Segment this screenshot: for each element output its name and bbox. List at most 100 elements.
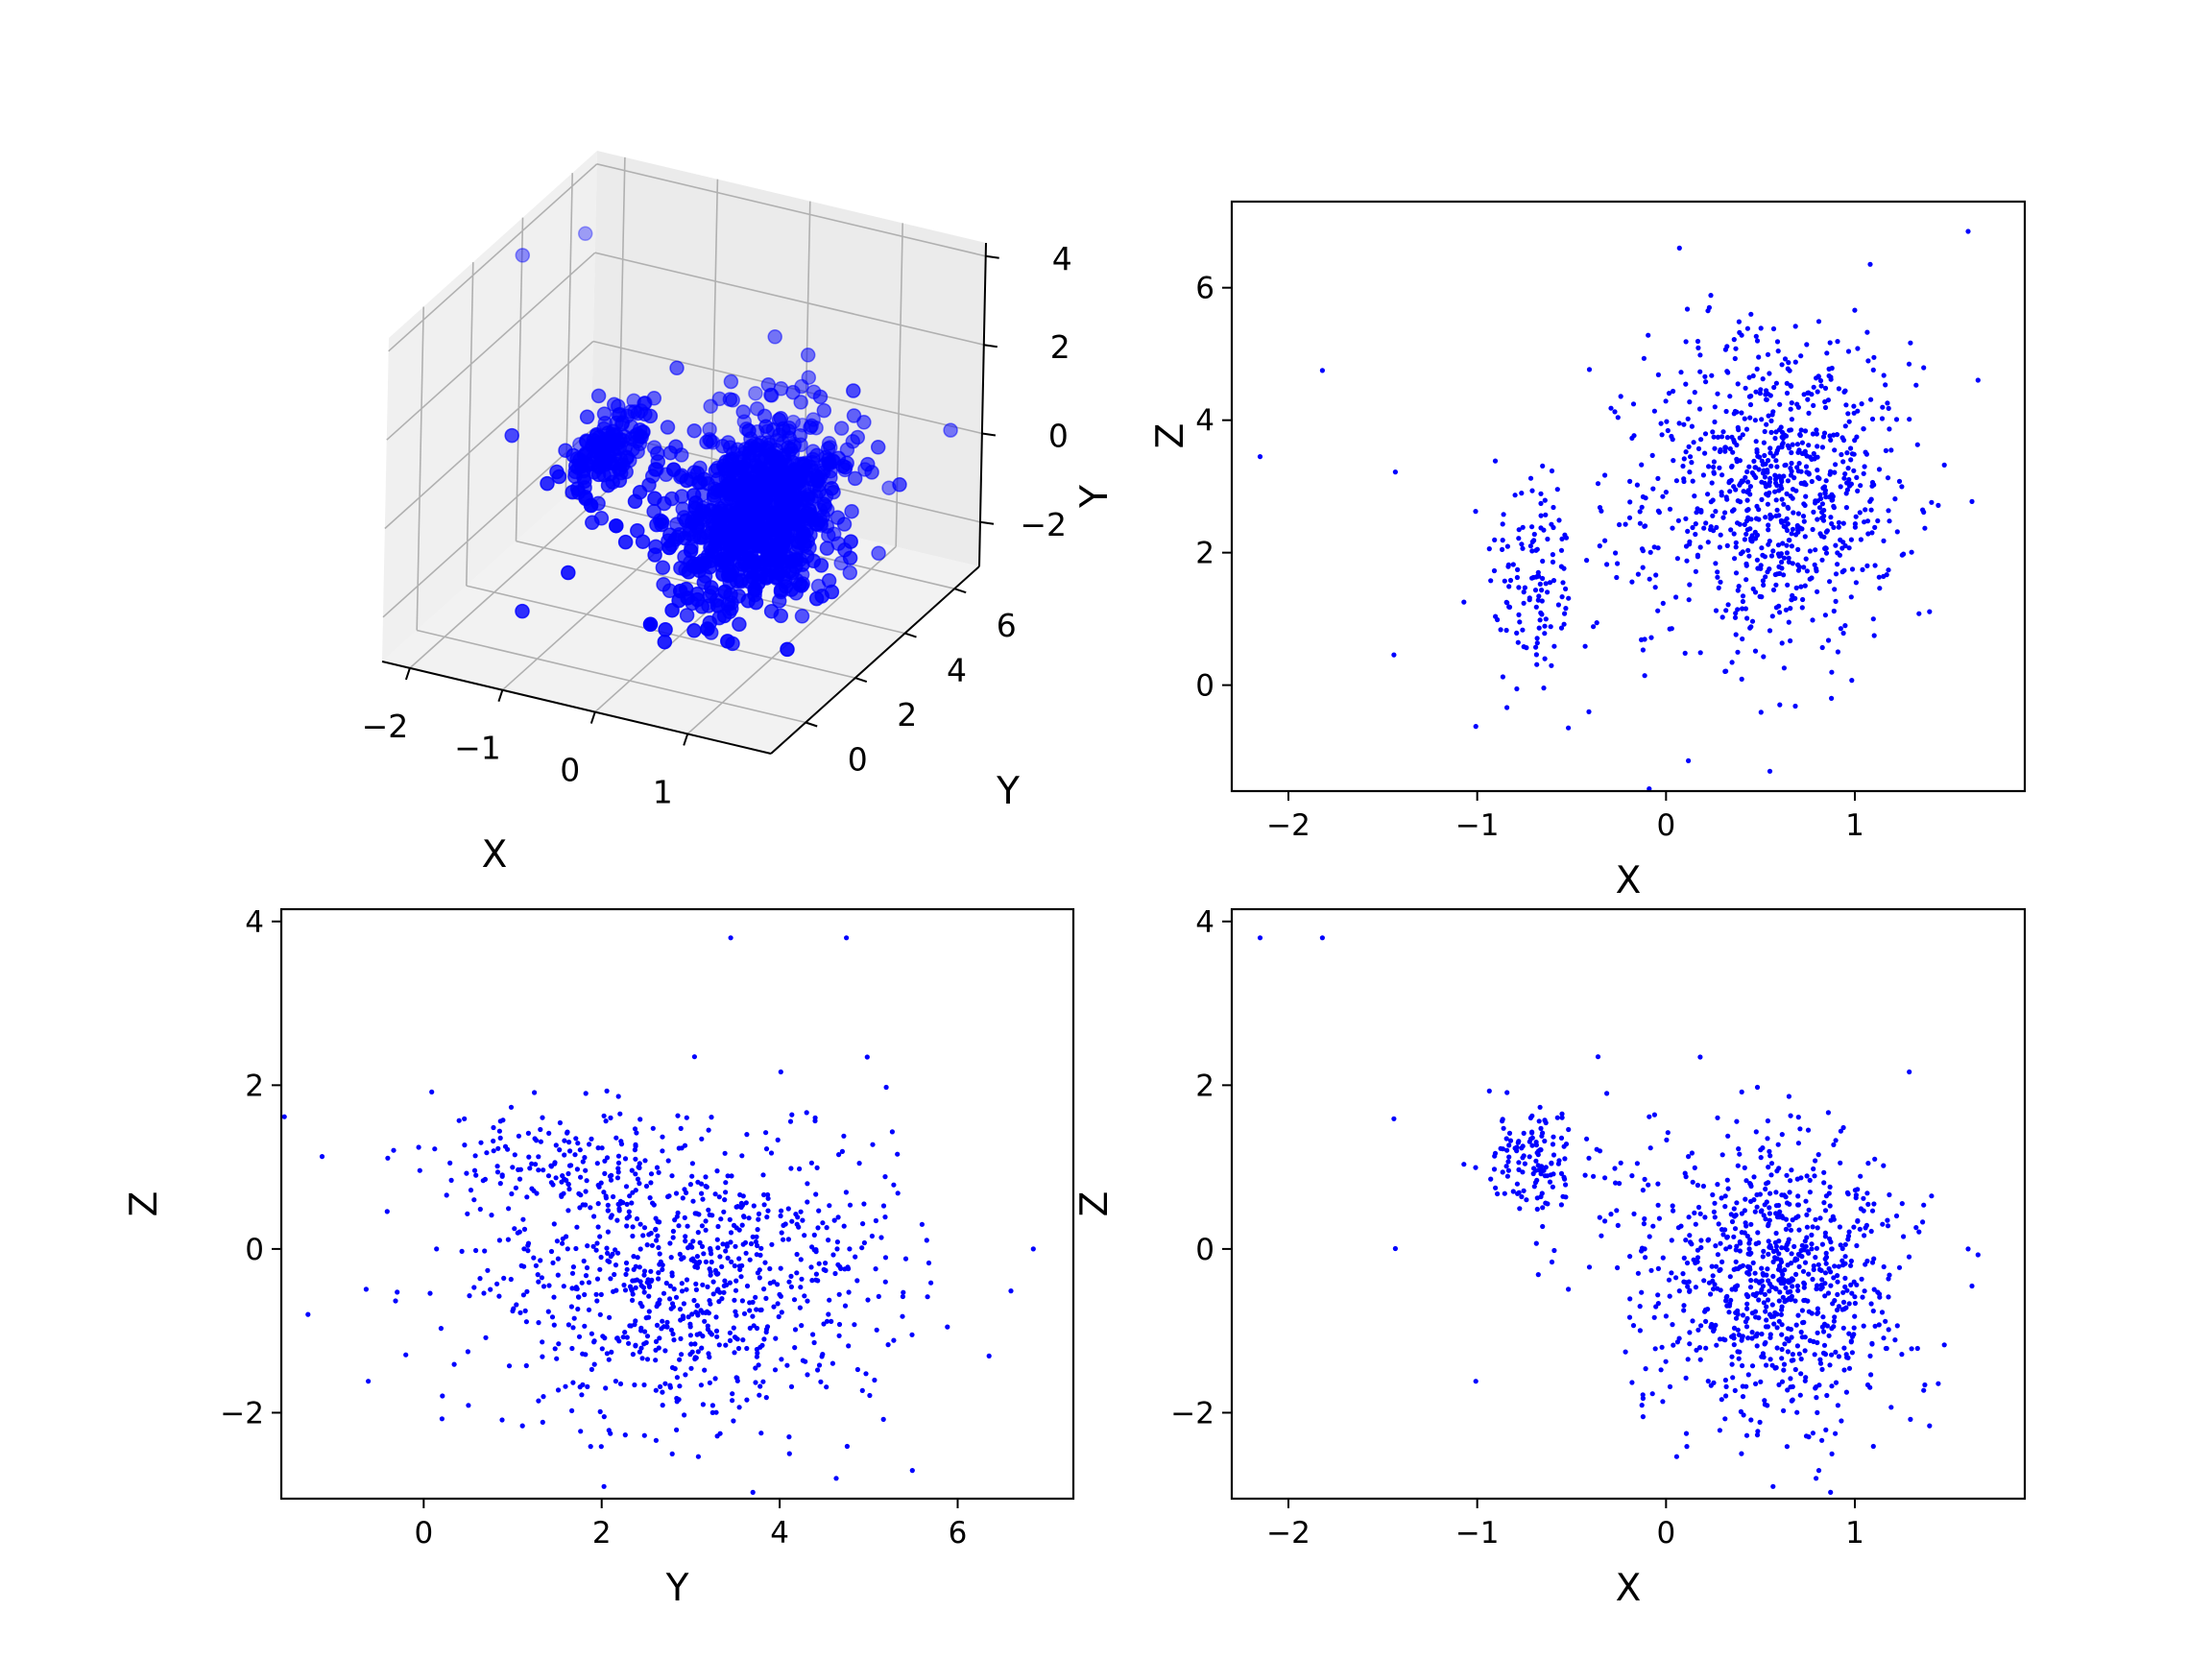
data-point bbox=[471, 1167, 478, 1173]
data-point bbox=[1774, 507, 1780, 513]
data-point bbox=[1737, 1248, 1743, 1254]
data-point bbox=[1830, 493, 1836, 499]
data-point bbox=[1655, 1301, 1661, 1307]
data-point bbox=[626, 1209, 632, 1214]
data-point bbox=[703, 1174, 709, 1180]
data-point bbox=[623, 1184, 630, 1190]
data-point bbox=[795, 1214, 801, 1220]
data-point bbox=[778, 1265, 783, 1271]
data-point bbox=[1529, 1135, 1535, 1141]
data-point bbox=[520, 1216, 526, 1222]
data-point bbox=[1537, 1147, 1543, 1153]
data-point bbox=[1687, 1233, 1693, 1238]
data-point bbox=[1835, 1403, 1840, 1408]
data-point bbox=[754, 1307, 759, 1312]
data-point bbox=[1880, 404, 1886, 410]
data-point bbox=[536, 1398, 541, 1404]
data-point bbox=[765, 1208, 771, 1214]
data-point bbox=[1713, 561, 1719, 566]
data-point bbox=[1845, 411, 1851, 417]
data-point bbox=[1693, 568, 1698, 574]
data-point bbox=[1743, 606, 1748, 612]
data-point bbox=[1819, 1277, 1825, 1283]
data-point bbox=[595, 1224, 601, 1230]
data-point bbox=[1753, 439, 1759, 445]
data-point bbox=[1647, 576, 1652, 582]
data-point bbox=[1860, 566, 1865, 573]
data-point-3d bbox=[679, 472, 695, 489]
data-point bbox=[637, 1349, 643, 1355]
data-point bbox=[602, 1170, 608, 1176]
data-point bbox=[643, 1183, 650, 1190]
data-point bbox=[1733, 1315, 1740, 1321]
data-point bbox=[816, 1208, 822, 1214]
data-point bbox=[512, 1226, 517, 1232]
data-point bbox=[1731, 1325, 1738, 1331]
data-point bbox=[1823, 494, 1829, 500]
data-point bbox=[733, 1278, 739, 1284]
data-point bbox=[1822, 1256, 1828, 1262]
data-point bbox=[672, 1366, 678, 1372]
data-point bbox=[1885, 400, 1890, 406]
data-point bbox=[1736, 1332, 1742, 1337]
data-point bbox=[565, 1208, 571, 1214]
data-point bbox=[1759, 496, 1765, 503]
data-point bbox=[491, 1148, 496, 1154]
data-point bbox=[1798, 1356, 1804, 1362]
data-point bbox=[882, 1174, 888, 1180]
data-point bbox=[846, 1289, 852, 1295]
data-point bbox=[721, 1209, 727, 1214]
data-point bbox=[1715, 1252, 1720, 1258]
data-point bbox=[841, 1223, 847, 1229]
data-point bbox=[763, 1295, 769, 1301]
data-point bbox=[1781, 665, 1787, 671]
data-point bbox=[1733, 1310, 1739, 1315]
data-point bbox=[1829, 365, 1835, 372]
data-point bbox=[1831, 524, 1837, 531]
data-point bbox=[1556, 517, 1562, 523]
data-point bbox=[799, 1323, 805, 1329]
data-point bbox=[591, 1214, 597, 1219]
data-point bbox=[545, 1173, 552, 1179]
data-point bbox=[674, 1375, 681, 1381]
data-point bbox=[571, 1315, 577, 1321]
data-point bbox=[1715, 1115, 1720, 1120]
data-point bbox=[754, 1234, 759, 1239]
data-point bbox=[653, 1387, 659, 1393]
data-point bbox=[785, 1206, 791, 1212]
data-point bbox=[1848, 1282, 1854, 1287]
data-point bbox=[693, 1355, 699, 1360]
data-point bbox=[691, 1054, 698, 1060]
data-point bbox=[1695, 552, 1700, 558]
data-point bbox=[564, 1234, 569, 1239]
data-point bbox=[1731, 1335, 1737, 1341]
data-point bbox=[1655, 608, 1661, 613]
data-point-3d bbox=[696, 471, 712, 487]
data-point bbox=[1831, 1324, 1837, 1330]
data-point-3d bbox=[700, 621, 715, 637]
data-point bbox=[1758, 1289, 1764, 1295]
data-point bbox=[1779, 362, 1785, 368]
data-point bbox=[1702, 1309, 1708, 1314]
z-tick-label: 0 bbox=[1048, 418, 1069, 455]
data-point bbox=[1655, 1265, 1661, 1271]
data-point bbox=[1761, 1248, 1767, 1254]
data-point bbox=[1852, 438, 1858, 444]
data-point bbox=[1522, 585, 1527, 590]
data-point bbox=[1713, 509, 1719, 515]
data-point bbox=[668, 1255, 674, 1261]
data-point bbox=[878, 1235, 884, 1240]
data-point bbox=[1767, 475, 1773, 481]
data-point bbox=[1896, 478, 1903, 484]
data-point bbox=[758, 1307, 764, 1312]
data-point bbox=[1795, 1115, 1801, 1120]
data-point bbox=[771, 1304, 777, 1310]
data-point bbox=[1516, 585, 1522, 590]
data-point bbox=[497, 1135, 503, 1141]
data-point bbox=[1906, 1254, 1912, 1260]
data-point bbox=[1536, 625, 1542, 631]
data-point bbox=[1529, 1142, 1535, 1148]
data-point bbox=[1851, 468, 1857, 473]
data-point bbox=[533, 1262, 540, 1268]
